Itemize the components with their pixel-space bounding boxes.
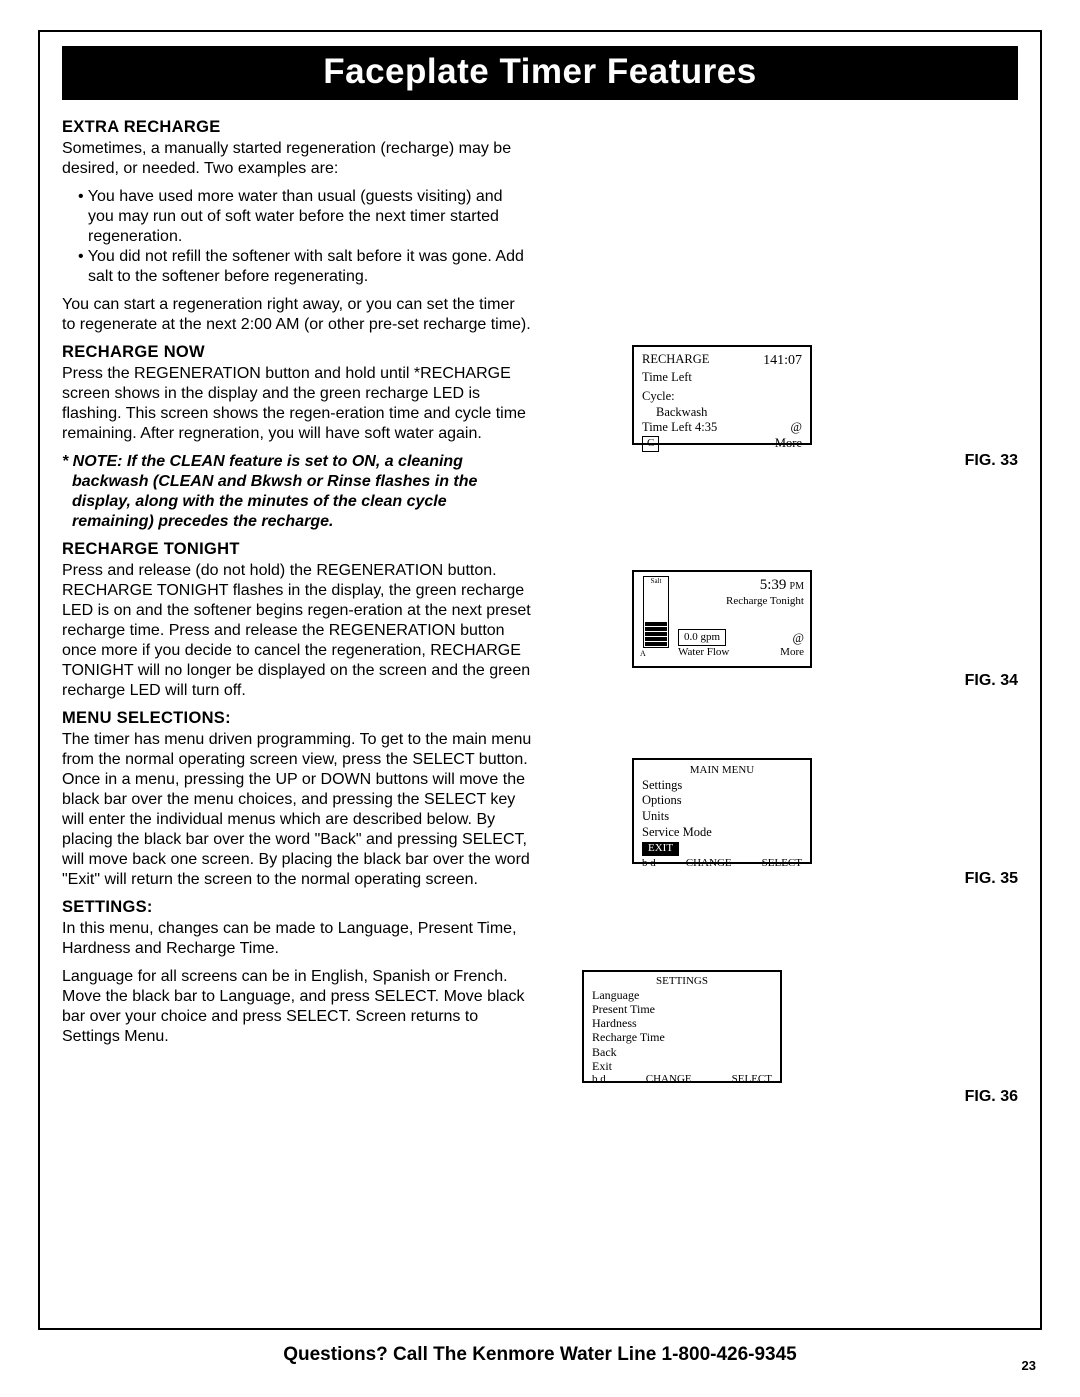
fig35-label: FIG. 35 (965, 870, 1018, 888)
fig33-lcd: RECHARGE 141:07 Time Left Cycle: Backwas… (632, 345, 812, 445)
bullet-item: You did not refill the softener with sal… (88, 247, 532, 287)
fig34-a: A (640, 649, 646, 659)
page: Faceplate Timer Features EXTRA RECHARGE … (0, 0, 1080, 1397)
salt-label: Salt (644, 577, 668, 586)
content-frame: Faceplate Timer Features EXTRA RECHARGE … (38, 30, 1042, 1330)
fig35-item: Units (642, 809, 802, 825)
page-number: 23 (1022, 1358, 1036, 1373)
bullet-item: You have used more water than usual (gue… (88, 187, 532, 247)
fig34-at: @ (792, 631, 804, 647)
footer-text: Questions? Call The Kenmore Water Line 1… (38, 1344, 1042, 1366)
fig36-wrap: SETTINGS Language Present Time Hardness … (582, 970, 782, 1083)
recharge-now-p1: Press the REGENERATION button and hold u… (62, 364, 532, 444)
fig34-salt-col: Salt A (640, 576, 672, 662)
fig33-backwash: Backwash (642, 405, 802, 421)
fig35-bd: b d (642, 857, 656, 871)
fig34-pm: PM (790, 581, 804, 592)
recharge-tonight-heading: RECHARGE TONIGHT (62, 540, 532, 559)
salt-gauge-icon: Salt (643, 576, 669, 648)
fig35-change: CHANGE (686, 857, 732, 871)
fig36-item: Hardness (592, 1016, 772, 1030)
settings-p2: Language for all screens can be in Engli… (62, 967, 532, 1047)
extra-recharge-bullets: You have used more water than usual (gue… (62, 187, 532, 287)
extra-recharge-p1: Sometimes, a manually started regenerati… (62, 139, 532, 179)
fig36-item: Back (592, 1045, 772, 1059)
left-column: EXTRA RECHARGE Sometimes, a manually sta… (62, 110, 532, 1055)
fig33-time: 141:07 (763, 352, 802, 370)
fig34-wrap: Salt A 5:39 PM R (632, 570, 812, 668)
fig35-title: MAIN MENU (642, 764, 802, 778)
two-column-layout: EXTRA RECHARGE Sometimes, a manually sta… (62, 110, 1018, 1055)
fig35-wrap: MAIN MENU Settings Options Units Service… (632, 758, 812, 864)
fig33-wrap: RECHARGE 141:07 Time Left Cycle: Backwas… (632, 345, 812, 445)
fig36-select: SELECT (732, 1073, 772, 1086)
recharge-tonight-p1: Press and release (do not hold) the REGE… (62, 561, 532, 701)
fig34-label: FIG. 34 (965, 672, 1018, 690)
fig36-title: SETTINGS (592, 975, 772, 988)
fig33-more: More (775, 436, 802, 452)
right-column: RECHARGE 141:07 Time Left Cycle: Backwas… (552, 110, 1018, 1055)
fig34-recharge-tonight: Recharge Tonight (678, 595, 804, 609)
fig35-item: Settings (642, 778, 802, 794)
fig35-item: Service Mode (642, 825, 802, 841)
fig36-item: Exit (592, 1059, 772, 1073)
extra-recharge-p2: You can start a regeneration right away,… (62, 295, 532, 335)
fig33-cycle-label: Cycle: (642, 389, 802, 405)
fig33-recharge-label: RECHARGE (642, 352, 709, 370)
fig36-change: CHANGE (646, 1073, 692, 1086)
menu-selections-p1: The timer has menu driven programming. T… (62, 730, 532, 890)
fig35-item: Options (642, 793, 802, 809)
page-title: Faceplate Timer Features (62, 46, 1018, 100)
fig33-c-chip: C (642, 436, 659, 452)
fig36-item: Recharge Time (592, 1030, 772, 1044)
recharge-now-heading: RECHARGE NOW (62, 343, 532, 362)
fig34-lcd: Salt A 5:39 PM R (632, 570, 812, 668)
settings-p1: In this menu, changes can be made to Lan… (62, 919, 532, 959)
fig33-cycle-timeleft: Time Left 4:35 (642, 420, 717, 436)
fig33-timeleft-label: Time Left (642, 370, 802, 386)
fig33-at: @ (790, 420, 802, 436)
fig35-select: SELECT (762, 857, 802, 871)
menu-selections-heading: MENU SELECTIONS: (62, 709, 532, 728)
fig36-item: Language (592, 988, 772, 1002)
settings-heading: SETTINGS: (62, 898, 532, 917)
fig33-label: FIG. 33 (965, 452, 1018, 470)
fig34-waterflow: Water Flow (678, 646, 729, 660)
fig36-bd: b d (592, 1073, 606, 1086)
fig36-lcd: SETTINGS Language Present Time Hardness … (582, 970, 782, 1083)
fig35-lcd: MAIN MENU Settings Options Units Service… (632, 758, 812, 864)
fig36-label: FIG. 36 (965, 1088, 1018, 1106)
fig34-gpm: 0.0 gpm (678, 629, 726, 647)
extra-recharge-heading: EXTRA RECHARGE (62, 118, 532, 137)
fig34-more: More (780, 646, 804, 660)
fig36-item: Present Time (592, 1002, 772, 1016)
fig34-time: 5:39 (760, 577, 787, 593)
recharge-now-note: * NOTE: If the CLEAN feature is set to O… (62, 452, 532, 532)
fig35-exit-chip: EXIT (642, 842, 679, 856)
